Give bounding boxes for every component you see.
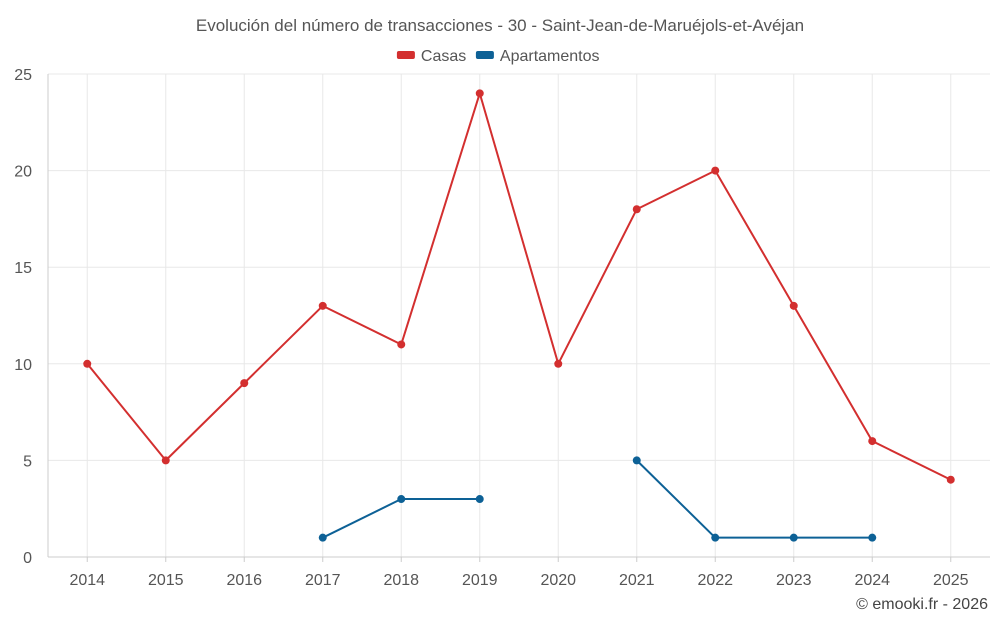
legend-label-casas: Casas — [421, 48, 466, 65]
x-tick-label: 2017 — [305, 572, 341, 589]
series-casas — [83, 89, 955, 484]
x-tick-label: 2024 — [854, 572, 890, 589]
x-tick-label: 2020 — [540, 572, 576, 589]
data-point-casas[interactable] — [318, 301, 327, 310]
data-point-casas[interactable] — [240, 379, 249, 388]
legend-label-apartamentos: Apartamentos — [500, 48, 600, 65]
data-point-casas[interactable] — [83, 359, 92, 368]
legend-item-casas[interactable]: Casas — [396, 48, 466, 65]
x-tick-label: 2023 — [776, 572, 812, 589]
legend-swatch-apartamentos — [475, 51, 494, 59]
series-apartamentos — [318, 456, 877, 542]
x-tick-label: 2019 — [462, 572, 498, 589]
data-point-casas[interactable] — [554, 359, 563, 368]
data-point-casas[interactable] — [475, 89, 484, 98]
chart-title: Evolución del número de transacciones - … — [196, 16, 804, 35]
x-tick-label: 2025 — [933, 572, 969, 589]
data-point-casas[interactable] — [868, 437, 877, 446]
data-point-apartamentos[interactable] — [475, 495, 484, 504]
x-tick-label: 2016 — [226, 572, 262, 589]
legend-item-apartamentos[interactable]: Apartamentos — [475, 48, 600, 65]
data-point-casas[interactable] — [397, 340, 406, 349]
credit-text: © emooki.fr - 2026 — [856, 596, 988, 613]
data-point-casas[interactable] — [789, 301, 798, 310]
y-tick-label: 5 — [23, 453, 32, 470]
y-tick-label: 25 — [14, 67, 32, 84]
series-line-apartamentos — [636, 459, 873, 539]
legend[interactable]: Casas Apartamentos — [396, 48, 600, 65]
data-point-apartamentos[interactable] — [711, 533, 720, 542]
data-point-casas[interactable] — [711, 166, 720, 175]
data-point-casas[interactable] — [161, 456, 170, 465]
data-point-casas[interactable] — [632, 205, 641, 214]
data-point-apartamentos[interactable] — [868, 533, 877, 542]
series-layer — [83, 89, 955, 542]
legend-swatch-casas — [396, 51, 415, 59]
x-tick-label: 2018 — [383, 572, 419, 589]
data-point-apartamentos[interactable] — [318, 533, 327, 542]
data-point-apartamentos[interactable] — [789, 533, 798, 542]
x-tick-label: 2014 — [69, 572, 105, 589]
series-line-casas — [86, 92, 952, 481]
y-tick-label: 20 — [14, 164, 32, 181]
data-point-casas[interactable] — [946, 475, 955, 484]
x-tick-label: 2021 — [619, 572, 655, 589]
y-tick-label: 0 — [23, 550, 32, 567]
grid — [48, 73, 990, 557]
x-tick-label: 2022 — [697, 572, 733, 589]
x-tick-label: 2015 — [148, 572, 184, 589]
y-tick-label: 10 — [14, 357, 32, 374]
data-point-apartamentos[interactable] — [397, 495, 406, 504]
y-tick-label: 15 — [14, 260, 32, 277]
data-point-apartamentos[interactable] — [632, 456, 641, 465]
